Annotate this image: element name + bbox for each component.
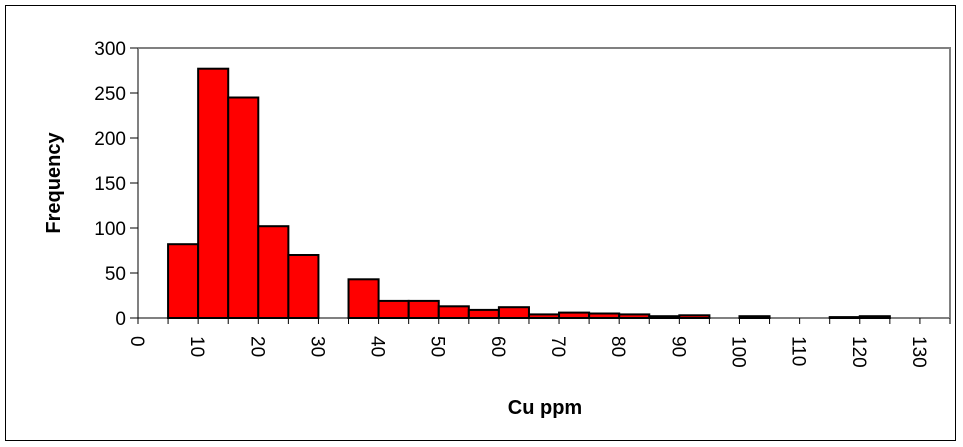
- histogram-bar: [497, 306, 530, 320]
- y-axis-ticks: 0 50 100 150 200 250 300: [94, 39, 138, 330]
- histogram-bar: [527, 313, 561, 319]
- histogram-bar: [467, 308, 500, 319]
- histogram-bar: [287, 254, 320, 319]
- chart-frame: [5, 5, 956, 441]
- x-axis-title: Cu ppm: [508, 397, 582, 419]
- x-tick-label: 120: [848, 336, 869, 368]
- x-tick-label: 0: [126, 336, 147, 347]
- x-tick-label: 30: [306, 336, 327, 357]
- y-tick-label: 0: [115, 309, 126, 330]
- x-tick-label: 10: [186, 336, 207, 357]
- histogram-bar: [227, 96, 260, 319]
- y-tick-label: 100: [94, 219, 126, 240]
- plot-area-border: [138, 47, 951, 318]
- x-tick-label: 80: [607, 336, 628, 357]
- x-axis-ticks: 0 10 20 30 40 50 60 70 80 90 100 110 120 130: [126, 318, 951, 368]
- x-tick-label: 90: [667, 336, 688, 357]
- y-tick-label: 150: [94, 174, 126, 195]
- x-tick-label: 50: [427, 336, 448, 357]
- histogram-bar: [407, 299, 440, 319]
- histogram-bar: [377, 299, 410, 319]
- y-tick-label: 250: [94, 84, 126, 105]
- histogram-bar: [167, 243, 200, 319]
- x-tick-label: 40: [367, 336, 388, 357]
- histogram-bar: [618, 313, 651, 319]
- histogram-bar: [197, 67, 230, 319]
- histogram-bar: [347, 278, 380, 319]
- x-tick-label: 70: [547, 336, 568, 357]
- y-axis-title: Frequency: [43, 132, 65, 234]
- x-tick-label: 20: [246, 336, 267, 357]
- histogram-bar: [257, 225, 290, 319]
- y-tick-label: 50: [105, 264, 126, 285]
- histogram-bar: [588, 312, 621, 319]
- histogram-bar: [558, 311, 591, 320]
- x-tick-label: 110: [788, 336, 809, 366]
- y-tick-label: 300: [94, 39, 126, 60]
- bars-group: [167, 67, 891, 320]
- x-tick-label: 100: [727, 336, 748, 368]
- y-tick-label: 200: [94, 129, 126, 150]
- x-tick-label: 130: [908, 336, 929, 368]
- x-tick-label: 60: [487, 336, 508, 357]
- histogram-bar: [437, 305, 470, 319]
